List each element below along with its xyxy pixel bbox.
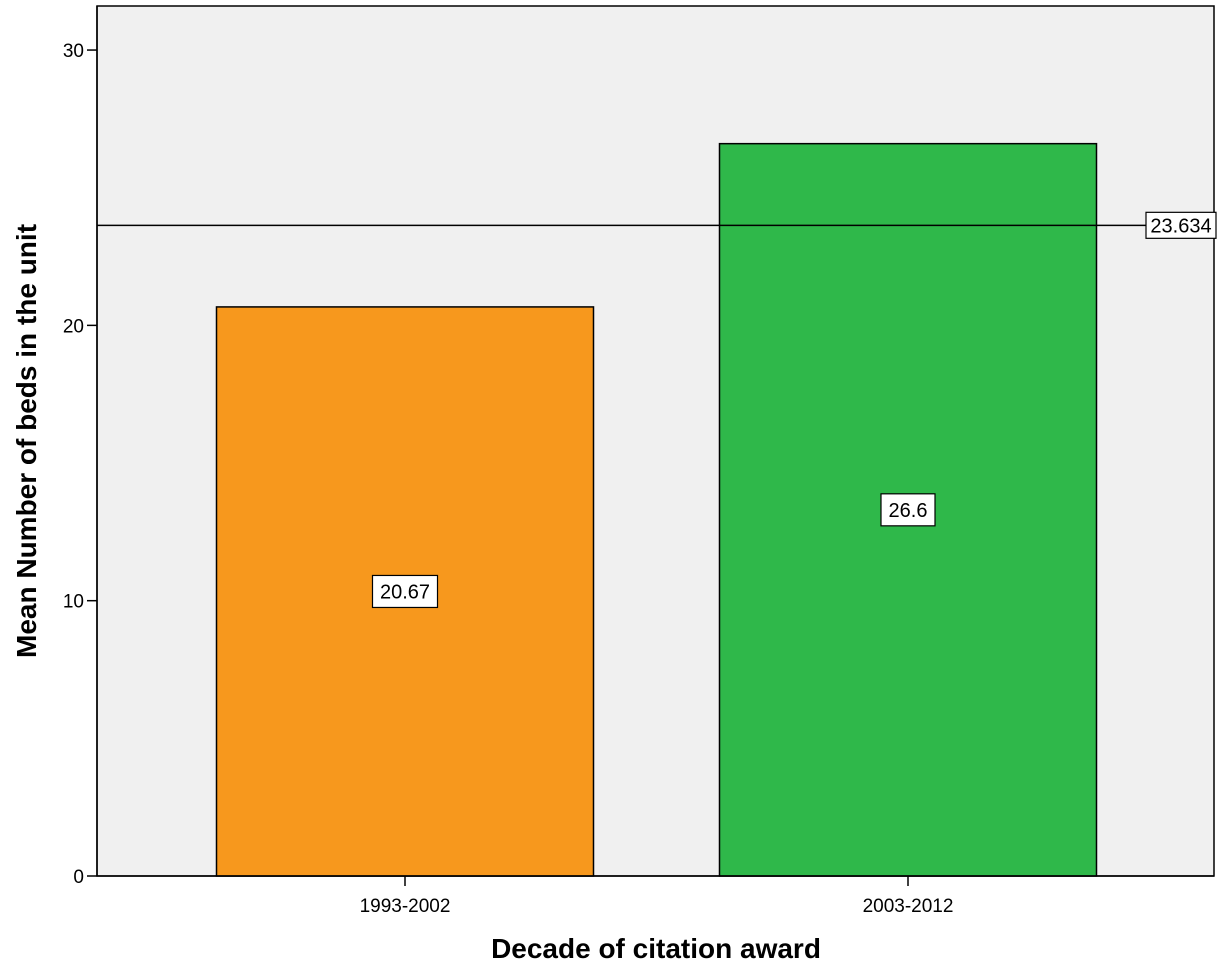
data-label-box [880,493,936,527]
x-tick-label: 1993-2002 [360,896,451,917]
y-axis-title: Mean Number of beds in the unit [11,224,42,658]
data-label: 26.6 [889,500,928,522]
y-tick-label: 10 [63,592,84,613]
reference-line-label: 23.634 [1150,215,1211,237]
x-axis-title: Decade of citation award [491,933,821,964]
x-tick-label: 2003-2012 [863,896,954,917]
data-label-box [371,574,439,609]
reference-line-label-box [1145,211,1217,239]
y-tick-label: 20 [63,316,84,337]
data-label: 20.67 [380,581,430,603]
y-tick-label: 0 [73,867,84,888]
y-tick-label: 30 [63,41,84,62]
